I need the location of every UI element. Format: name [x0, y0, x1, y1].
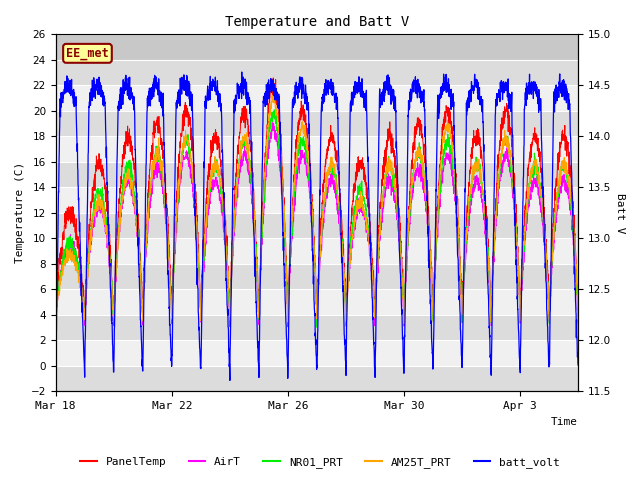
Bar — [56, 162, 578, 187]
Title: Temperature and Batt V: Temperature and Batt V — [225, 15, 409, 29]
Y-axis label: Temperature (C): Temperature (C) — [15, 162, 25, 264]
Bar — [56, 136, 578, 162]
Y-axis label: Batt V: Batt V — [615, 192, 625, 233]
Text: EE_met: EE_met — [66, 47, 109, 60]
Bar — [56, 315, 578, 340]
Bar — [56, 264, 578, 289]
Bar — [56, 239, 578, 264]
Legend: PanelTemp, AirT, NR01_PRT, AM25T_PRT, batt_volt: PanelTemp, AirT, NR01_PRT, AM25T_PRT, ba… — [76, 452, 564, 472]
Bar — [56, 85, 578, 111]
Bar — [56, 187, 578, 213]
Bar — [56, 289, 578, 315]
Bar — [56, 35, 578, 60]
X-axis label: Time: Time — [551, 417, 578, 427]
Bar — [56, 60, 578, 85]
Bar — [56, 213, 578, 239]
Bar — [56, 111, 578, 136]
Bar — [56, 340, 578, 366]
Bar — [56, 366, 578, 391]
